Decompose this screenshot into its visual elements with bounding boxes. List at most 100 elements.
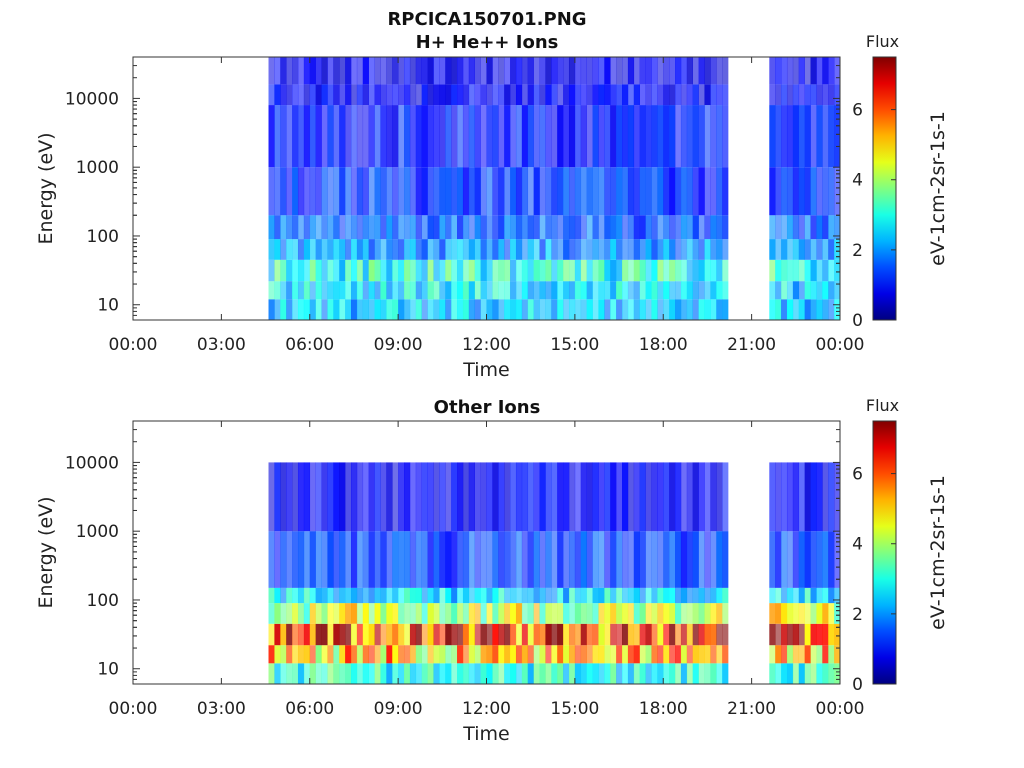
- heatmap-cell: [474, 281, 481, 300]
- heatmap-cell: [804, 299, 811, 320]
- heatmap-cell: [268, 623, 275, 646]
- colorbar-tick-label: 4: [852, 171, 863, 191]
- heatmap-cell: [786, 663, 794, 684]
- heatmap-cell: [645, 57, 652, 85]
- heatmap-cell: [321, 57, 328, 85]
- heatmap-cell: [663, 215, 670, 240]
- heatmap-cell: [580, 239, 587, 260]
- heatmap-cell: [321, 84, 328, 106]
- heatmap-cell: [710, 259, 717, 282]
- heatmap-cell: [545, 84, 552, 106]
- heatmap-cell: [380, 587, 387, 604]
- heatmap-cell: [433, 299, 440, 320]
- heatmap-cell: [580, 281, 587, 300]
- heatmap-cell: [698, 215, 705, 240]
- heatmap-cell: [274, 239, 281, 260]
- heatmap-cell: [834, 531, 840, 588]
- heatmap-cell: [533, 281, 540, 300]
- heatmap-cell: [533, 167, 540, 216]
- heatmap-cell: [828, 645, 835, 664]
- y-tick-label: 1000: [76, 522, 119, 542]
- heatmap-cell: [822, 299, 829, 320]
- heatmap-cell: [409, 84, 417, 106]
- heatmap-cell: [415, 603, 422, 624]
- heatmap-cell: [327, 603, 334, 624]
- heatmap-cell: [321, 645, 328, 664]
- heatmap-cell: [474, 462, 481, 532]
- heatmap-cell: [786, 84, 794, 106]
- heatmap-cell: [604, 603, 611, 624]
- heatmap-cell: [321, 587, 328, 604]
- heatmap-cell: [439, 663, 446, 684]
- heatmap-cell: [339, 84, 346, 106]
- colorbar-tick-label: 4: [852, 535, 863, 555]
- heatmap-cell: [404, 299, 411, 320]
- heatmap-cell: [792, 167, 800, 216]
- heatmap-cell: [427, 299, 434, 320]
- heatmap-cell: [610, 645, 617, 664]
- heatmap-cell: [622, 663, 629, 684]
- heatmap-cell: [486, 587, 493, 604]
- heatmap-cell: [498, 57, 505, 85]
- heatmap-cell: [798, 105, 805, 168]
- heatmap-cell: [810, 167, 817, 216]
- heatmap-cell: [680, 587, 688, 604]
- heatmap-cell: [781, 623, 788, 646]
- heatmap-cell: [663, 259, 670, 282]
- heatmap-cell: [775, 587, 782, 604]
- heatmap-cell: [704, 462, 711, 532]
- heatmap-cell: [468, 645, 476, 664]
- heatmap-cell: [651, 645, 658, 664]
- heatmap-cell: [680, 462, 688, 532]
- heatmap-cell: [439, 462, 446, 532]
- heatmap-cell: [303, 587, 311, 604]
- heatmap-cell: [515, 623, 523, 646]
- heatmap-cell: [274, 663, 281, 684]
- heatmap-cell: [716, 57, 723, 85]
- heatmap-cell: [592, 57, 599, 85]
- heatmap-cell: [457, 57, 464, 85]
- heatmap-cell: [462, 603, 470, 624]
- heatmap-cell: [722, 603, 729, 624]
- heatmap-cell: [834, 57, 840, 85]
- heatmap-cell: [350, 215, 358, 240]
- heatmap-cell: [675, 645, 682, 664]
- heatmap-cell: [527, 281, 534, 300]
- heatmap-cell: [486, 299, 493, 320]
- heatmap-cell: [675, 259, 682, 282]
- heatmap-cell: [392, 105, 399, 168]
- heatmap-cell: [492, 623, 499, 646]
- heatmap-cell: [781, 299, 788, 320]
- heatmap-cell: [303, 239, 311, 260]
- heatmap-cell: [297, 462, 305, 532]
- heatmap-cell: [828, 623, 835, 646]
- heatmap-cell: [486, 462, 493, 532]
- heatmap-cell: [356, 587, 364, 604]
- heatmap-cell: [409, 239, 417, 260]
- heatmap-cell: [651, 84, 658, 106]
- heatmap-cell: [380, 603, 387, 624]
- heatmap-cell: [521, 645, 529, 664]
- heatmap-cell: [292, 462, 299, 532]
- heatmap-cell: [521, 462, 529, 532]
- heatmap-cell: [804, 215, 811, 240]
- heatmap-cell: [409, 281, 417, 300]
- heatmap-cell: [598, 663, 605, 684]
- heatmap-cell: [362, 215, 369, 240]
- heatmap-cell: [781, 239, 788, 260]
- heatmap-cell: [769, 623, 776, 646]
- heatmap-cell: [415, 281, 422, 300]
- heatmap-cell: [492, 259, 499, 282]
- heatmap-cell: [610, 462, 617, 532]
- heatmap-cell: [568, 603, 576, 624]
- heatmap-cell: [692, 603, 699, 624]
- heatmap-cell: [769, 531, 776, 588]
- heatmap-cell: [398, 663, 405, 684]
- heatmap-cell: [604, 623, 611, 646]
- heatmap-cell: [669, 299, 676, 320]
- heatmap-cell: [345, 259, 352, 282]
- heatmap-cell: [439, 299, 446, 320]
- heatmap-cell: [451, 663, 458, 684]
- heatmap-cell: [698, 645, 705, 664]
- heatmap-cell: [722, 84, 729, 106]
